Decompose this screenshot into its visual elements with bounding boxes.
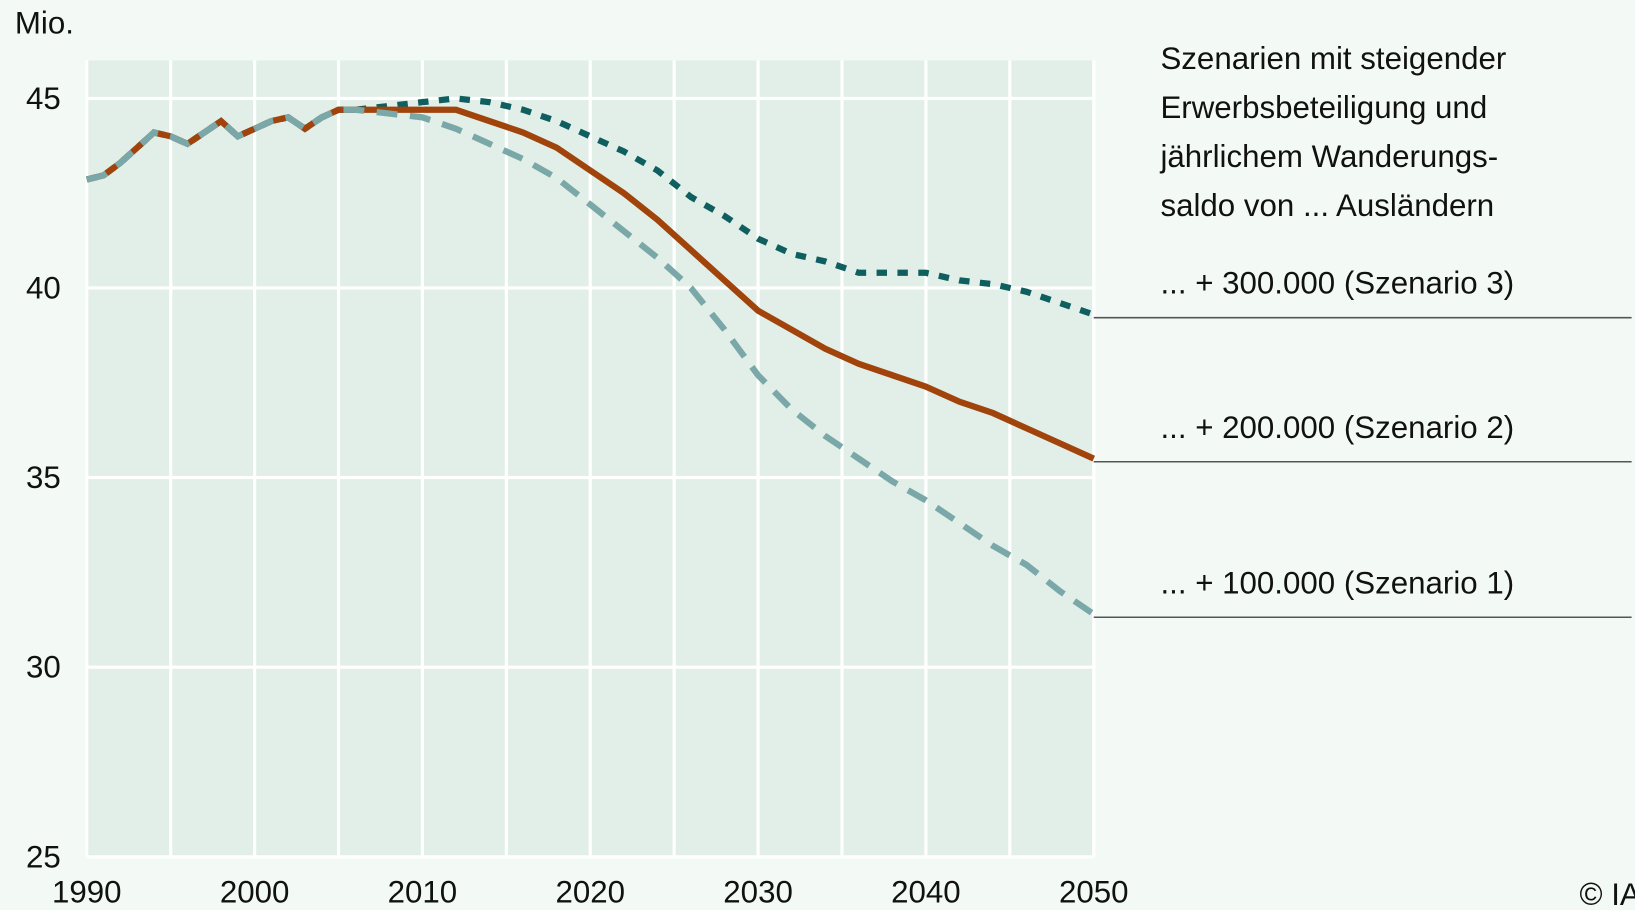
annotation: jährlichem Wanderungs- [1159,139,1498,174]
series-line [86,106,1096,462]
x-tick-label: 2030 [723,875,793,910]
series-label: ... + 200.000 (Szenario 2) [1160,410,1514,445]
x-tick-label: 2000 [220,875,290,910]
x-tick-label: 2050 [1059,875,1129,910]
x-tick-label: 1990 [52,875,122,910]
annotation: saldo von ... Ausländern [1160,188,1494,223]
annotation: Szenarien mit steigender [1160,41,1506,76]
x-tick-label: 2040 [891,875,961,910]
x-tick-label: 2010 [388,875,458,910]
y-tick-label: 45 [26,81,61,116]
y-tick-label: 35 [26,460,61,495]
y-tick-label: 25 [26,839,61,874]
y-axis-unit: Mio. [15,5,74,40]
series-label: ... + 100.000 (Szenario 1) [1160,565,1514,600]
x-tick-label: 2020 [555,875,625,910]
annotation: Erwerbsbeteiligung und [1160,90,1487,125]
y-tick-label: 30 [26,650,61,685]
y-tick-label: 40 [26,270,61,305]
series-label: ... + 300.000 (Szenario 3) [1160,266,1514,301]
series-line [86,106,1096,617]
copyright: © IA [1579,877,1635,910]
